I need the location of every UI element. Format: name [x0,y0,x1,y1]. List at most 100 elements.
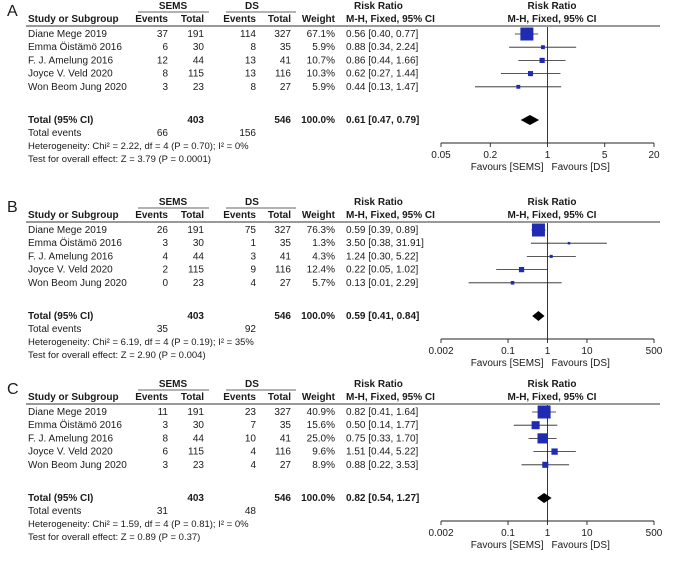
effect-square [567,241,571,245]
favours-right-label: Favours [DS] [552,162,611,173]
study-weight: 8.9% [312,460,335,471]
favours-left-label: Favours [SEMS] [471,162,544,173]
total-sems: 23 [193,82,205,93]
column-header-total-sems: Total [181,14,204,25]
total-ds: 35 [280,420,292,431]
total-events-label: Total events [28,506,81,517]
forest-panel-b: B SEMS DS Risk Ratio Risk Ratio Study or Subg… [7,197,663,369]
x-tick-label: 0.1 [501,346,515,357]
total-events-sems: 66 [157,128,169,139]
x-tick-label: 5 [602,150,608,161]
plot-header-method: M-H, Fixed, 95% CI [508,14,597,25]
column-header-events-ds: Events [223,210,256,221]
study-name: Joyce V. Veld 2020 [28,265,113,276]
total-sems: 30 [193,238,205,249]
effect-square [510,281,515,285]
group-header-ds: DS [245,379,259,390]
favours-right-label: Favours [DS] [552,540,611,551]
study-risk-ratio-ci: 3.50 [0.38, 31.91] [346,238,424,249]
events-sems: 2 [162,265,168,276]
x-tick-label: 1 [545,346,551,357]
events-sems: 3 [162,420,168,431]
column-header-weight: Weight [302,392,336,403]
total-events-label: Total events [28,128,81,139]
study-name: F. J. Amelung 2016 [28,433,113,444]
plot-header-method: M-H, Fixed, 95% CI [508,392,597,403]
events-ds: 3 [250,251,256,262]
column-header-study: Study or Subgroup [28,392,119,403]
study-name: Diane Mege 2019 [28,29,107,40]
study-name: Won Beom Jung 2020 [28,278,127,289]
forest-panel-c: C SEMS DS Risk Ratio Risk Ratio Study or Subg… [7,379,663,551]
panel-label: C [7,381,19,398]
total-weight: 100.0% [301,115,335,126]
events-ds: 7 [250,420,256,431]
study-weight: 4.3% [312,251,335,262]
column-header-total-ds: Total [268,392,291,403]
column-header-weight: Weight [302,14,336,25]
effect-square [539,57,545,63]
total-ds: 41 [280,251,292,262]
column-header-events-sems: Events [135,392,168,403]
study-weight: 5.9% [312,42,335,53]
events-sems: 11 [158,407,169,418]
study-name: Emma Öistämö 2016 [28,41,122,53]
x-tick-label: 10 [581,528,593,539]
events-ds: 23 [245,407,257,418]
group-header-sems: SEMS [159,1,188,12]
x-tick-label: 1 [545,150,551,161]
study-risk-ratio-ci: 0.22 [0.05, 1.02] [346,265,419,276]
total-sems: 23 [193,278,205,289]
total-sems: 115 [188,265,204,276]
study-risk-ratio-ci: 0.75 [0.33, 1.70] [346,433,419,444]
study-risk-ratio-ci: 0.88 [0.34, 2.24] [346,42,419,53]
heterogeneity-text: Heterogeneity: Chi² = 1.59, df = 4 (P = … [28,519,249,530]
study-weight: 5.7% [312,278,335,289]
column-header-total-ds: Total [268,14,291,25]
x-tick-label: 0.2 [483,150,497,161]
study-risk-ratio-ci: 0.56 [0.40, 0.77] [346,29,419,40]
total-ds: 35 [280,42,292,53]
x-tick-label: 0.1 [501,528,515,539]
study-risk-ratio-ci: 1.51 [0.44, 5.22] [346,447,419,458]
total-sems: 191 [187,407,204,418]
study-risk-ratio-ci: 1.24 [0.30, 5.22] [346,251,419,262]
column-header-study: Study or Subgroup [28,210,119,221]
x-tick-label: 500 [646,346,663,357]
study-name: Diane Mege 2019 [28,407,107,418]
study-weight: 10.7% [307,55,335,66]
x-tick-label: 0.002 [428,528,453,539]
pooled-risk-ratio-ci: 0.59 [0.41, 0.84] [346,311,419,322]
study-risk-ratio-ci: 0.88 [0.22, 3.53] [346,460,419,471]
events-sems: 26 [157,225,169,236]
study-weight: 12.4% [307,265,335,276]
study-name: F. J. Amelung 2016 [28,251,113,262]
events-ds: 13 [245,55,257,66]
study-weight: 67.1% [307,29,335,40]
total-ds: 327 [274,29,291,40]
group-header-ds: DS [245,1,259,12]
total-label: Total (95% CI) [28,115,93,126]
total-events-sems: 31 [157,506,169,517]
study-name: Won Beom Jung 2020 [28,82,127,93]
total-ds: 327 [274,225,291,236]
study-weight: 40.9% [307,407,335,418]
total-n-ds: 546 [274,311,291,322]
events-ds: 1 [250,238,256,249]
total-events-ds: 156 [239,128,256,139]
heterogeneity-text: Heterogeneity: Chi² = 6.19, df = 4 (P = … [28,337,254,348]
column-header-events-sems: Events [135,14,168,25]
study-risk-ratio-ci: 0.86 [0.44, 1.66] [346,55,419,66]
effect-square [549,254,553,258]
events-ds: 4 [250,447,256,458]
study-name: F. J. Amelung 2016 [28,55,113,66]
total-sems: 115 [188,447,204,458]
total-ds: 41 [280,55,292,66]
effect-square [531,223,545,237]
study-weight: 1.3% [312,238,335,249]
study-risk-ratio-ci: 0.44 [0.13, 1.47] [346,82,419,93]
events-sems: 12 [157,55,169,66]
total-ds: 116 [275,265,291,276]
